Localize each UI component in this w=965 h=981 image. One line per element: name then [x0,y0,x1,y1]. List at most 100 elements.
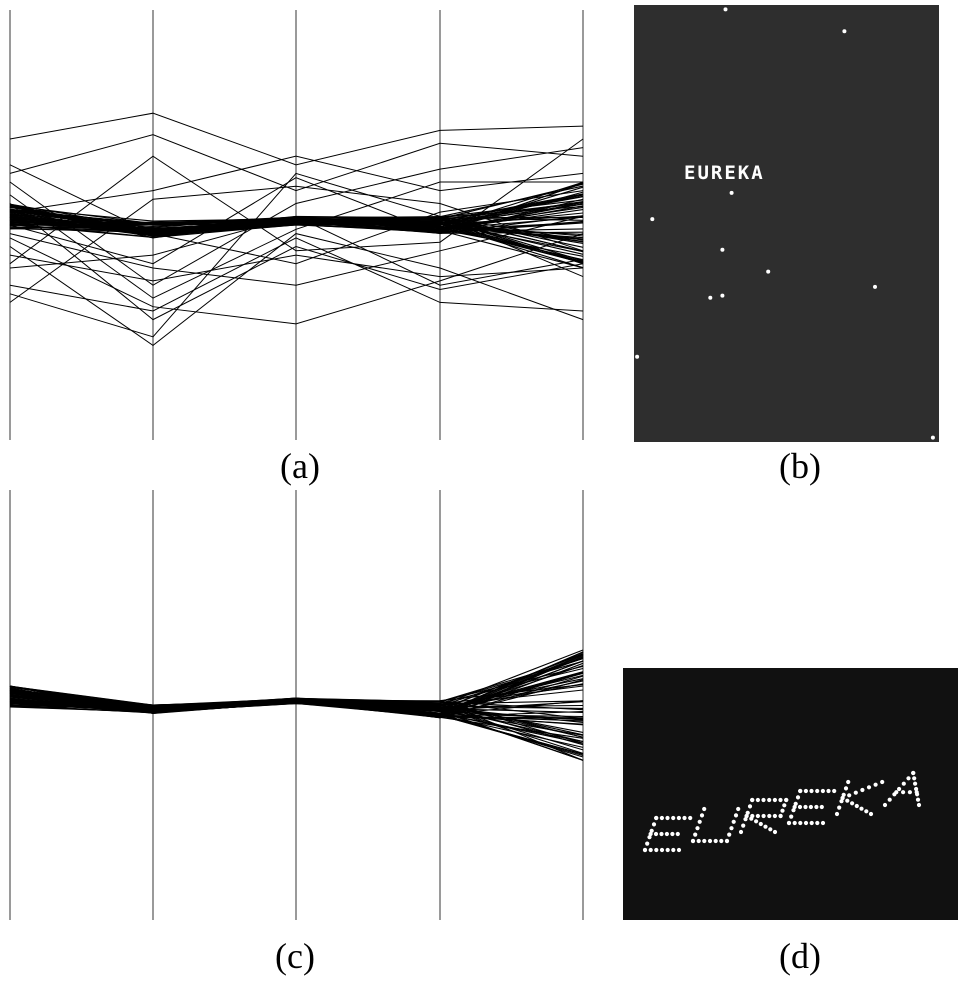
scatter-point [842,29,847,34]
scatter-point [671,815,676,821]
scatter-point [690,838,696,844]
scatter-point [837,805,842,810]
scatter-point [741,823,746,828]
scatter-point [729,826,734,831]
scatter-point [768,827,773,832]
caption-b: (b) [779,446,821,486]
scatter-background [623,668,958,920]
data-line [9,216,584,244]
scatter-point [809,820,814,826]
scatter-point [798,820,803,826]
chart-a-svg [9,10,584,440]
scatter-point [911,770,916,776]
scatter-point [797,804,803,810]
scatter-point [724,838,730,844]
scatter-point [834,811,840,817]
scatter-point [916,802,922,808]
scatter-point [887,797,892,802]
scatter-point [846,779,851,785]
scatter-point [649,828,654,833]
scatter-point [791,808,796,813]
scatter-point [671,847,676,853]
scatter-point [845,798,850,803]
scatter-point [780,808,785,813]
scatter-point [766,269,771,274]
scatter-background [634,5,939,442]
data-line [9,237,584,312]
scatter-point [670,831,675,837]
scatter-point [772,797,777,803]
scatter-point [832,788,837,794]
scatter-point [738,829,744,835]
scatter-point [901,790,906,795]
scatter-point [659,831,664,837]
scatter-point [731,819,736,824]
data-line [9,233,584,325]
scatter-point [784,797,789,803]
scatter-point [907,790,912,795]
scatter-point [815,788,820,794]
scatter-point [743,817,748,822]
scatter-point [789,814,794,819]
scatter-point [864,809,869,814]
scatter-point [676,847,682,853]
scatter-point [659,847,665,853]
scatter-point [820,788,825,794]
scatter-point [650,217,655,222]
scatter-point [792,820,797,826]
panel-b-scatter: EUREKA [634,5,939,442]
scatter-point [843,786,849,791]
scatter-point [809,788,814,794]
scatter-point [665,815,670,821]
scatter-point [914,786,919,792]
scatter-point [744,813,749,819]
scatter-point [772,813,777,819]
scatter-point [786,820,792,826]
scatter-point [635,354,640,359]
chart-d-svg [623,668,958,920]
scatter-point [808,804,813,810]
scatter-point [850,801,855,806]
data-line [9,695,584,712]
scatter-point [695,826,700,831]
eureka-label: EUREKA [684,162,765,184]
scatter-point [820,820,826,826]
data-line [9,181,583,299]
scatter-point [659,815,664,821]
scatter-point [901,781,906,786]
scatter-point [719,838,724,844]
scatter-point [819,804,824,810]
scatter-point [778,813,783,819]
scatter-point [758,821,763,827]
data-line [9,233,584,347]
data-line [9,138,584,265]
scatter-point [912,776,917,781]
scatter-point [729,190,734,195]
data-line [9,207,584,234]
data-line [9,112,584,166]
scatter-point [733,813,739,818]
data-line [9,177,584,265]
scatter-point [839,799,844,804]
scatter-point [675,831,680,837]
scatter-point [723,7,728,12]
scatter-point [882,802,888,808]
scatter-point [747,804,753,809]
scatter-point [798,788,803,794]
scatter-point [826,788,831,794]
scatter-point [749,816,754,821]
scatter-point [648,831,653,837]
scatter-point [702,806,707,812]
scatter-point [665,847,670,853]
scatter-point [642,847,648,853]
scatter-point [654,815,659,821]
scatter-point [866,785,872,790]
scatter-point [750,797,755,803]
scatter-point [782,803,787,808]
data-line [9,203,584,321]
data-line [9,172,584,338]
data-line [9,185,584,303]
eureka-dotted-label [642,770,922,853]
scatter-point [795,795,801,800]
scatter-point [815,820,820,826]
